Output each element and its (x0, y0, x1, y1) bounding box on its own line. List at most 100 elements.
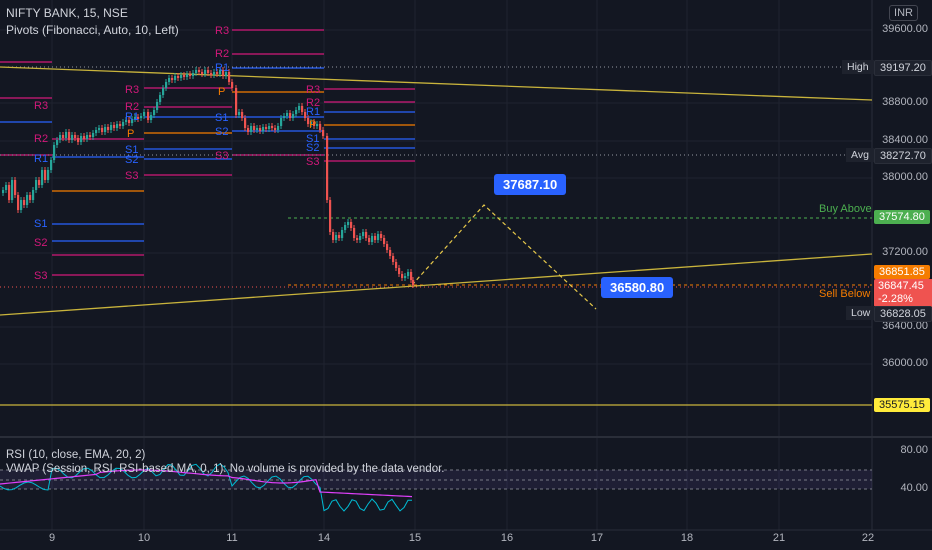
candle-body (32, 190, 35, 200)
candle-body (101, 128, 104, 132)
candle-body (189, 74, 192, 76)
candle-body (204, 70, 207, 74)
pivot-label: R1 (306, 106, 321, 118)
candle-body (92, 133, 95, 137)
candle-body (210, 73, 213, 75)
candle-body (271, 126, 274, 128)
buy-above-label: Buy Above (819, 203, 872, 215)
candle-body (77, 138, 80, 142)
candle-body (401, 274, 404, 278)
pivot-label: R3 (215, 25, 230, 37)
last-price-change: -2.28% (878, 293, 913, 305)
candle-body (110, 125, 113, 130)
rsi-title[interactable]: RSI (10, close, EMA, 20, 2) (6, 449, 146, 461)
pivot-block-3 (144, 87, 232, 176)
last-price-value: 36847.45 (878, 280, 924, 292)
support-tag: 35575.15 (874, 398, 930, 412)
current-price-tag: 36851.85 (874, 265, 930, 279)
candle-body (156, 102, 159, 110)
candle-body (307, 118, 310, 124)
candle-body (231, 82, 234, 88)
candle-body (268, 126, 271, 129)
pivot-label: P (309, 119, 317, 131)
pivot-label: S3 (215, 150, 229, 162)
candle-body (107, 127, 110, 130)
candle-body (104, 127, 107, 132)
candle-body (159, 95, 162, 102)
pivot-label: S3 (306, 156, 320, 168)
candle-body (310, 122, 313, 124)
pivot-block-2 (0, 61, 144, 276)
time-tick: 14 (317, 532, 331, 544)
pivot-label: R1 (215, 62, 230, 74)
candle-body (23, 200, 26, 205)
high-tag-label: High (842, 60, 874, 74)
candle-body (20, 200, 23, 210)
pivot-label: S3 (34, 270, 48, 282)
pivot-label: P (127, 128, 135, 140)
candle-body (338, 235, 341, 238)
symbol-title[interactable]: NIFTY BANK, 15, NSE (6, 6, 128, 20)
candle-body (140, 116, 143, 118)
candle-body (5, 185, 8, 190)
pivot-label: S2 (215, 126, 229, 138)
upper-trendline (0, 66, 873, 101)
candle-body (241, 112, 244, 118)
candle-body (283, 116, 286, 118)
currency-button[interactable]: INR (889, 5, 918, 21)
rsi-band (0, 470, 872, 489)
candle-body (228, 72, 231, 82)
candle-body (412, 280, 415, 285)
pivot-block-5 (324, 88, 415, 162)
time-tick: 9 (48, 532, 56, 544)
candle-body (319, 124, 322, 130)
sell-below-label: Sell Below (819, 288, 871, 300)
candle-body (395, 262, 398, 268)
candle-body (265, 127, 268, 129)
candle-body (116, 124, 119, 128)
candle-body (238, 112, 241, 115)
candle-body (53, 145, 56, 160)
pivot-label: S3 (125, 170, 139, 182)
candle-body (137, 117, 140, 119)
candle-body (292, 114, 295, 118)
target-low-callout[interactable]: 36580.80 (601, 277, 674, 298)
pivot-label: R2 (125, 101, 140, 113)
candle-body (162, 88, 165, 95)
pivot-label: S2 (306, 142, 320, 154)
candle-body (86, 135, 89, 139)
vwap-title[interactable]: VWAP (Session, RSI, RSI-based MA, 0, 1):… (6, 463, 445, 475)
pivot-label: R2 (34, 133, 49, 145)
candle-body (80, 136, 83, 142)
pivot-label: S1 (306, 133, 320, 145)
candle-body (244, 118, 247, 128)
pivot-label: S2 (34, 237, 48, 249)
candle-body (250, 126, 253, 132)
candle-body (171, 78, 174, 80)
candle-body (295, 110, 298, 114)
candle-body (207, 70, 210, 73)
candle-body (150, 115, 153, 120)
candle-body (186, 74, 189, 77)
candle-body (50, 160, 53, 170)
candle-body (347, 222, 350, 225)
candle-body (128, 120, 131, 123)
projection-path (411, 204, 597, 310)
candle-body (392, 256, 395, 262)
candle-body (8, 185, 11, 200)
candle-body (353, 228, 356, 238)
candle-body (83, 136, 86, 139)
pivot-label: R2 (215, 48, 230, 60)
rsi-tick: 40.00 (900, 482, 928, 494)
price-tick: 36000.00 (882, 357, 928, 369)
candle-body (29, 195, 32, 200)
target-high-callout[interactable]: 37687.10 (494, 174, 567, 195)
candle-body (180, 75, 183, 78)
candle-body (74, 135, 77, 138)
candle-body (247, 128, 250, 132)
time-tick: 21 (772, 532, 786, 544)
candle-body (377, 234, 380, 240)
time-tick: 22 (861, 532, 875, 544)
indicator-title[interactable]: Pivots (Fibonacci, Auto, 10, Left) (6, 23, 179, 37)
